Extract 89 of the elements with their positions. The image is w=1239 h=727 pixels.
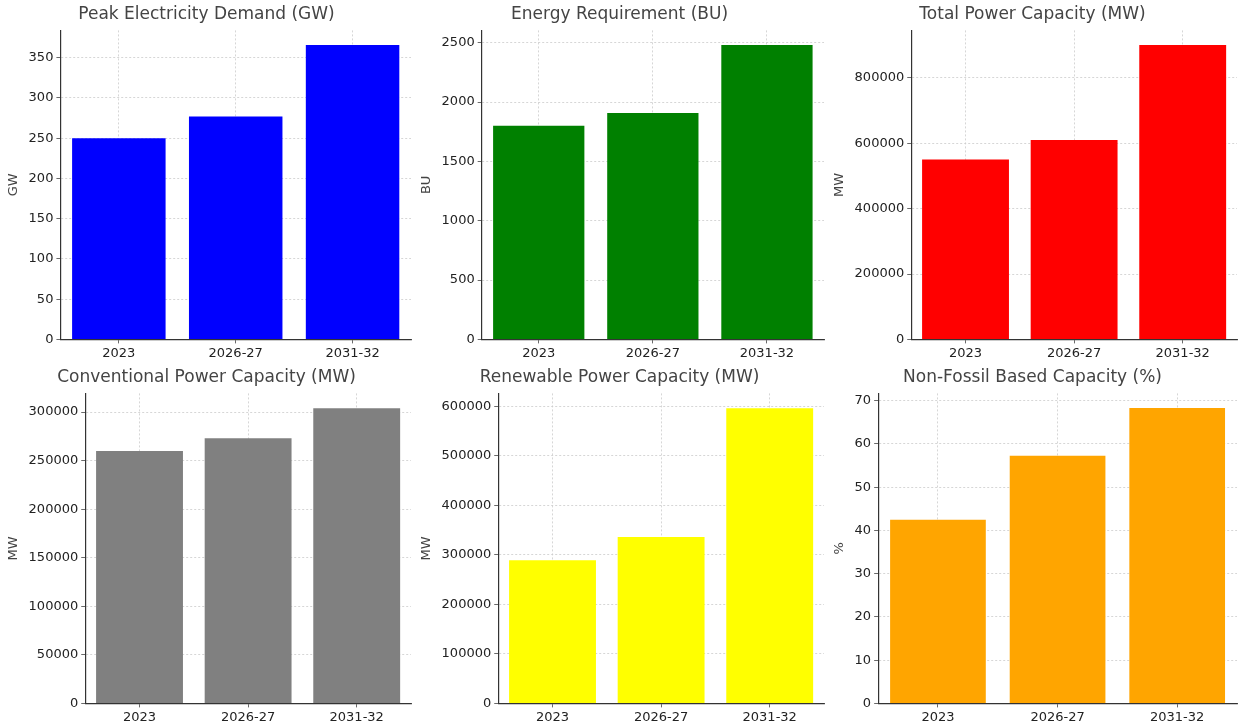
y-tick-label: 300000 bbox=[441, 546, 492, 562]
y-tick-label: 60 bbox=[854, 435, 872, 451]
y-tick-label: 800000 bbox=[854, 69, 905, 85]
y-tick-label: 600000 bbox=[441, 397, 492, 413]
bar bbox=[607, 113, 699, 339]
bar bbox=[1129, 408, 1226, 703]
bar bbox=[1009, 455, 1106, 703]
y-tick-label: 1500 bbox=[441, 152, 475, 168]
y-tick-label: 30 bbox=[854, 565, 872, 581]
bar bbox=[305, 44, 400, 339]
y-tick-label: 200000 bbox=[28, 500, 79, 516]
x-tick-label: 2031-32 bbox=[1155, 344, 1210, 360]
x-tick-label: 2026-27 bbox=[1030, 708, 1085, 724]
x-tick-label: 2031-32 bbox=[739, 344, 795, 360]
y-tick-label: 40 bbox=[854, 521, 872, 537]
y-tick-label: 400000 bbox=[854, 199, 905, 215]
chart-title: Conventional Power Capacity (MW) bbox=[57, 365, 356, 386]
x-tick-label: 2023 bbox=[948, 344, 983, 360]
bar bbox=[726, 408, 814, 703]
y-axis-title: % bbox=[831, 542, 847, 555]
x-tick-label: 2023 bbox=[921, 708, 955, 724]
bar bbox=[509, 560, 596, 703]
y-tick-label: 500000 bbox=[441, 447, 492, 463]
y-tick-label: 500 bbox=[449, 271, 475, 287]
y-tick-label: 0 bbox=[895, 330, 905, 346]
y-tick-label: 100000 bbox=[28, 597, 79, 613]
x-tick-label: 2026-27 bbox=[625, 344, 681, 360]
bar bbox=[1139, 45, 1227, 339]
x-tick-label: 2031-32 bbox=[1150, 708, 1205, 724]
bar bbox=[96, 450, 183, 703]
bar bbox=[617, 536, 705, 703]
y-tick-label: 100 bbox=[28, 250, 54, 266]
chart-title: Peak Electricity Demand (GW) bbox=[78, 2, 335, 23]
x-tick-label: 2026-27 bbox=[220, 708, 276, 724]
chart-title: Energy Requirement (BU) bbox=[510, 2, 729, 23]
x-tick-label: 2026-27 bbox=[208, 344, 263, 360]
y-tick-label: 250 bbox=[28, 129, 54, 145]
y-tick-label: 10 bbox=[854, 651, 872, 667]
y-tick-label: 0 bbox=[466, 330, 475, 346]
bar bbox=[72, 138, 166, 339]
y-tick-label: 50 bbox=[854, 478, 872, 494]
y-tick-label: 2000 bbox=[441, 93, 475, 109]
y-tick-label: 150000 bbox=[28, 549, 79, 565]
x-tick-label: 2023 bbox=[522, 344, 556, 360]
x-tick-label: 2031-32 bbox=[329, 708, 384, 724]
bar bbox=[922, 159, 1009, 339]
bar bbox=[721, 45, 813, 339]
y-tick-label: 250000 bbox=[28, 451, 79, 467]
y-axis-title: BU bbox=[418, 175, 434, 195]
y-tick-label: 600000 bbox=[854, 134, 905, 150]
y-tick-label: 0 bbox=[69, 694, 79, 710]
chart-title: Non-Fossil Based Capacity (%) bbox=[903, 365, 1162, 386]
y-tick-label: 0 bbox=[482, 694, 492, 710]
y-tick-label: 400000 bbox=[441, 496, 492, 512]
x-tick-label: 2023 bbox=[122, 708, 157, 724]
y-tick-label: 1000 bbox=[441, 212, 475, 228]
y-tick-label: 200000 bbox=[854, 265, 905, 281]
bar bbox=[188, 116, 283, 339]
y-tick-label: 100000 bbox=[441, 645, 492, 661]
bar bbox=[1030, 139, 1118, 339]
x-tick-label: 2023 bbox=[102, 344, 136, 360]
y-tick-label: 70 bbox=[854, 392, 872, 408]
bar bbox=[890, 519, 986, 703]
y-axis-title: GW bbox=[5, 173, 21, 197]
y-tick-label: 50 bbox=[36, 290, 54, 306]
bar bbox=[493, 125, 585, 339]
y-axis-title: MW bbox=[5, 536, 21, 561]
x-tick-label: 2026-27 bbox=[1046, 344, 1102, 360]
chart-title: Total Power Capacity (MW) bbox=[918, 2, 1146, 23]
y-tick-label: 150 bbox=[28, 210, 54, 226]
y-tick-label: 0 bbox=[862, 694, 872, 710]
y-axis-title: MW bbox=[831, 172, 847, 197]
x-tick-label: 2023 bbox=[535, 708, 570, 724]
x-tick-label: 2031-32 bbox=[742, 708, 797, 724]
y-tick-label: 300000 bbox=[28, 403, 79, 419]
chart-title: Renewable Power Capacity (MW) bbox=[479, 365, 760, 386]
y-tick-label: 200 bbox=[28, 169, 54, 185]
x-tick-label: 2031-32 bbox=[325, 344, 380, 360]
y-tick-label: 350 bbox=[28, 49, 54, 65]
y-tick-label: 2500 bbox=[441, 34, 475, 50]
y-axis-title: MW bbox=[418, 536, 434, 561]
y-tick-label: 300 bbox=[28, 89, 54, 105]
y-tick-label: 200000 bbox=[441, 595, 492, 611]
bar bbox=[204, 438, 292, 703]
y-tick-label: 50000 bbox=[36, 646, 79, 662]
bar bbox=[313, 408, 401, 703]
y-tick-label: 0 bbox=[45, 330, 54, 346]
x-tick-label: 2026-27 bbox=[633, 708, 689, 724]
y-tick-label: 20 bbox=[854, 608, 872, 624]
